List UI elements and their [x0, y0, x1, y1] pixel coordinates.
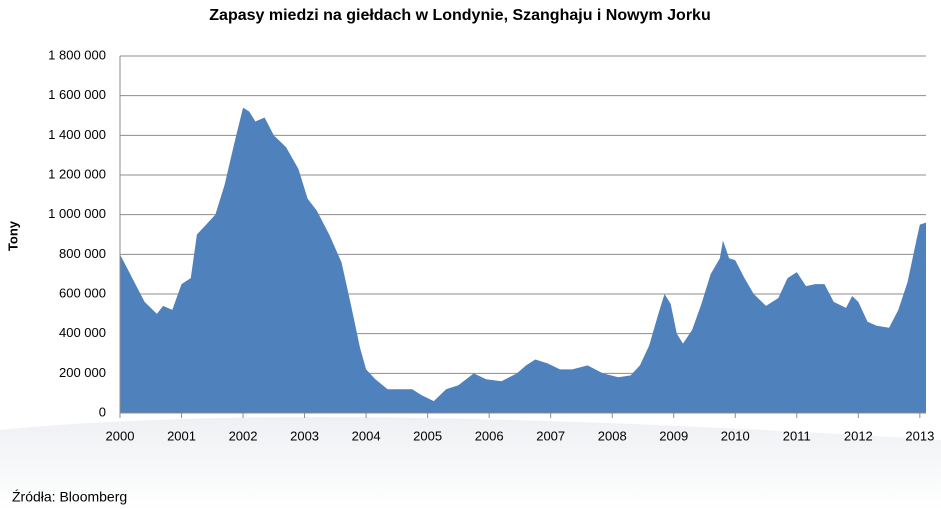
y-tick-label: 1 600 000 [48, 87, 106, 102]
x-tick-label: 2010 [721, 428, 750, 443]
y-tick-label: 1 400 000 [48, 127, 106, 142]
x-tick-label: 2008 [598, 428, 627, 443]
x-tick-label: 2009 [659, 428, 688, 443]
x-tick-label: 2002 [229, 428, 258, 443]
area [120, 107, 926, 414]
x-tick-label: 2003 [290, 428, 319, 443]
y-tick-label: 200 000 [59, 365, 106, 380]
y-tick-label: 1 800 000 [48, 47, 106, 62]
x-tick-label: 2011 [783, 428, 811, 443]
y-tick-label: 1 000 000 [48, 206, 106, 221]
y-tick-label: 1 200 000 [48, 166, 106, 181]
y-tick-label: 600 000 [59, 285, 106, 300]
x-tick-label: 2012 [844, 428, 873, 443]
y-tick-label: 800 000 [59, 246, 106, 261]
x-tick-label: 2001 [167, 428, 196, 443]
chart-title: Zapasy miedzi na giełdach w Londynie, Sz… [209, 7, 710, 24]
x-tick-label: 2006 [475, 428, 504, 443]
background-swoosh [0, 417, 941, 509]
x-tick-label: 2000 [106, 428, 135, 443]
x-tick-label: 2005 [413, 428, 442, 443]
y-tick-label: 400 000 [59, 325, 106, 340]
x-tick-label: 2004 [352, 428, 381, 443]
y-tick-label: 0 [99, 404, 106, 419]
x-tick-label: 2007 [536, 428, 565, 443]
y-axis-label: Tony [5, 220, 20, 251]
source-note: Źródła: Bloomberg [12, 489, 127, 505]
x-tick-label: 2013 [905, 428, 934, 443]
